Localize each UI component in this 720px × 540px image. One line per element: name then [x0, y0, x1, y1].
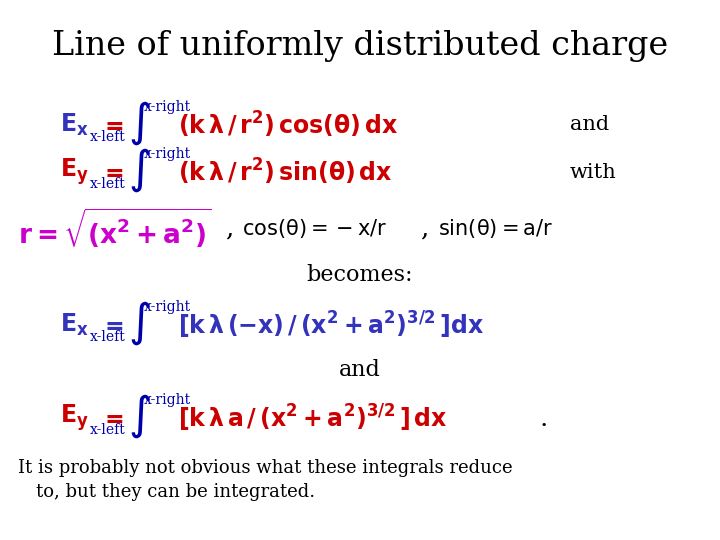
Text: .: . [540, 406, 549, 430]
Text: to, but they can be integrated.: to, but they can be integrated. [36, 483, 315, 501]
Text: x-left: x-left [90, 130, 126, 144]
Text: x-right: x-right [144, 147, 191, 161]
Text: $\mathbf{=}$: $\mathbf{=}$ [100, 160, 124, 184]
Text: x-right: x-right [144, 300, 191, 314]
Text: $\mathbf{[k\,\lambda\,a\,/\,(x^2+a^2)^{3/2}\,]\,dx}$: $\mathbf{[k\,\lambda\,a\,/\,(x^2+a^2)^{3… [178, 402, 448, 434]
Text: $\mathbf{(k\,\lambda\,/\,r^2)\,sin(\theta)\,dx}$: $\mathbf{(k\,\lambda\,/\,r^2)\,sin(\thet… [178, 157, 392, 187]
Text: and: and [339, 359, 381, 381]
Text: $\mathbf{=}$: $\mathbf{=}$ [100, 113, 124, 137]
Text: $\mathbf{[k\,\lambda\,(-x)\,/\,(x^2+a^2)^{3/2}\,]dx}$: $\mathbf{[k\,\lambda\,(-x)\,/\,(x^2+a^2)… [178, 309, 485, 341]
Text: $\int$: $\int$ [128, 99, 151, 147]
Text: x-right: x-right [144, 393, 191, 407]
Text: ,: , [420, 215, 428, 240]
Text: $\mathbf{=}$: $\mathbf{=}$ [100, 313, 124, 337]
Text: x-left: x-left [90, 177, 126, 191]
Text: $\mathbf{(k\,\lambda\,/\,r^2)\,cos(\theta)\,dx}$: $\mathbf{(k\,\lambda\,/\,r^2)\,cos(\thet… [178, 110, 398, 140]
Text: $\int$: $\int$ [128, 146, 151, 194]
Text: $\int$: $\int$ [128, 299, 151, 347]
Text: with: with [570, 163, 617, 181]
Text: $\mathrm{sin(\theta)= a/r}$: $\mathrm{sin(\theta)= a/r}$ [438, 217, 553, 240]
Text: $\mathbf{E_y}$: $\mathbf{E_y}$ [60, 157, 89, 187]
Text: and: and [570, 116, 609, 134]
Text: $\mathbf{E_x}$: $\mathbf{E_x}$ [60, 312, 89, 338]
Text: $\int$: $\int$ [128, 392, 151, 440]
Text: $\mathbf{E_x}$: $\mathbf{E_x}$ [60, 112, 89, 138]
Text: $\mathbf{E_y}$: $\mathbf{E_y}$ [60, 403, 89, 433]
Text: It is probably not obvious what these integrals reduce: It is probably not obvious what these in… [18, 459, 513, 477]
Text: ,: , [225, 215, 233, 240]
Text: $\mathbf{r = \sqrt{(x^2 + a^2)}}$: $\mathbf{r = \sqrt{(x^2 + a^2)}}$ [18, 206, 212, 249]
Text: x-left: x-left [90, 330, 126, 344]
Text: $\mathbf{=}$: $\mathbf{=}$ [100, 406, 124, 430]
Text: x-right: x-right [144, 100, 191, 114]
Text: $\mathrm{cos(\theta) = -x/r}$: $\mathrm{cos(\theta) = -x/r}$ [242, 217, 387, 240]
Text: becomes:: becomes: [307, 264, 413, 286]
Text: x-left: x-left [90, 423, 126, 437]
Text: Line of uniformly distributed charge: Line of uniformly distributed charge [52, 30, 668, 62]
